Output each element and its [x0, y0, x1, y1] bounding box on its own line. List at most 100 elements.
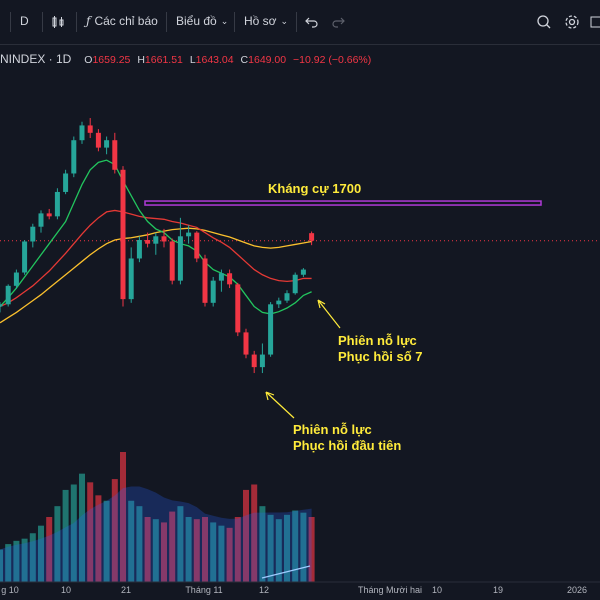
open-value: 1659.25 — [92, 54, 131, 66]
change-value: −10.92 (−0.66%) — [293, 54, 372, 66]
volume-bar — [169, 511, 176, 582]
volume-bar — [5, 544, 12, 582]
volume-bar — [193, 519, 200, 582]
volume-bar — [243, 489, 249, 582]
toolbar-separator — [10, 12, 11, 32]
ma-short-line — [0, 159, 312, 315]
volume-bar — [29, 533, 36, 582]
candles-icon[interactable] — [48, 12, 68, 32]
volume-bar — [308, 517, 315, 582]
candle-body — [104, 140, 110, 148]
ma-mid-line — [0, 209, 312, 308]
low-label: L — [189, 54, 196, 66]
chevron-down-icon: ⌄ — [220, 15, 229, 26]
toolbar-separator — [42, 12, 43, 32]
candle-body — [112, 140, 118, 170]
candle-body — [38, 213, 44, 227]
fx-icon: ƒ — [86, 14, 91, 28]
volume-bar — [226, 527, 233, 582]
close-label: C — [240, 54, 249, 66]
candle-body — [177, 236, 183, 281]
indicators-button[interactable]: ƒ Các chỉ báo — [86, 14, 158, 28]
profile-label: Hồ sơ — [244, 14, 277, 28]
candle-body — [63, 173, 69, 192]
candle-body — [284, 293, 290, 301]
candle-body — [227, 273, 233, 285]
profile-menu[interactable]: Hồ sơ ⌄ — [244, 14, 288, 28]
candle-body — [194, 232, 200, 259]
volume-bar — [284, 514, 290, 582]
undo-icon[interactable] — [302, 12, 322, 32]
candle-body — [71, 140, 77, 174]
volume-bar — [128, 500, 135, 582]
chart-type-menu[interactable]: Biểu đồ ⌄ — [176, 14, 228, 28]
candle-body — [202, 258, 208, 303]
toolbar-separator — [166, 12, 167, 32]
x-axis-label: g 10 — [1, 585, 19, 595]
candle-body — [95, 132, 101, 148]
x-axis-label: 2026 — [566, 585, 588, 595]
candle-body — [251, 354, 257, 368]
candle-body — [0, 304, 3, 307]
volume-bar — [87, 482, 94, 582]
interval-label: D — [20, 14, 29, 28]
recovery-1-annotation-line1: Phiên nỗ lực — [293, 422, 372, 437]
candle-body — [5, 285, 11, 305]
candle-body — [145, 240, 151, 244]
volume-bar — [21, 538, 28, 582]
candle-body — [292, 274, 298, 294]
chart-type-label: Biểu đồ — [176, 14, 217, 28]
candle-body — [218, 273, 224, 281]
volume-bar — [79, 473, 85, 582]
search-icon[interactable] — [534, 12, 554, 32]
volume-bar — [177, 506, 184, 582]
high-value: 1661.51 — [144, 54, 183, 66]
recovery-1-arrow — [265, 391, 295, 419]
low-value: 1643.04 — [195, 54, 234, 66]
x-axis-label: 19 — [492, 585, 504, 595]
volume-bar — [300, 512, 307, 582]
volume-bar — [120, 452, 126, 582]
gear-icon[interactable] — [562, 12, 582, 32]
volume-bar — [267, 514, 274, 582]
volume-bar — [259, 506, 266, 582]
volume-bar — [38, 525, 44, 582]
volume-bar — [161, 522, 167, 582]
volume-bar — [251, 484, 258, 582]
candle-body — [128, 258, 134, 300]
volume-bar — [13, 540, 20, 582]
candle-body — [235, 284, 241, 333]
recovery-7-annotation-line1: Phiên nỗ lực — [338, 333, 417, 348]
x-axis-label: 21 — [120, 585, 132, 595]
candle-body — [22, 241, 28, 273]
candle-body — [153, 236, 159, 244]
resistance-zone — [144, 200, 542, 206]
x-axis-label: Tháng Mười hai — [358, 585, 422, 595]
x-axis-label: 12 — [258, 585, 270, 595]
candle-body — [30, 226, 36, 242]
volume-ma-area — [0, 486, 312, 582]
candle-body — [87, 125, 93, 133]
candle-body — [13, 272, 19, 286]
volume-bar — [46, 517, 53, 582]
volume-bar — [292, 510, 299, 582]
x-axis-label: 10 — [431, 585, 443, 595]
volume-bar — [275, 519, 282, 582]
candle-body — [54, 191, 60, 217]
interval-button[interactable]: D — [20, 14, 29, 28]
high-label: H — [137, 54, 145, 66]
candle-body — [309, 233, 315, 241]
toolbar-separator — [234, 12, 235, 32]
volume-bar — [111, 479, 118, 582]
fullscreen-icon[interactable] — [586, 12, 600, 32]
volume-bar — [144, 517, 151, 582]
volume-bar — [62, 489, 69, 582]
volume-bar — [185, 517, 192, 582]
volume-bar — [0, 549, 3, 582]
price-chart[interactable] — [0, 44, 600, 600]
redo-icon[interactable] — [328, 12, 348, 32]
indicators-label: Các chỉ báo — [94, 14, 158, 28]
candle-body — [276, 300, 282, 305]
open-label: O — [84, 54, 93, 66]
x-axis-label: 10 — [60, 585, 72, 595]
